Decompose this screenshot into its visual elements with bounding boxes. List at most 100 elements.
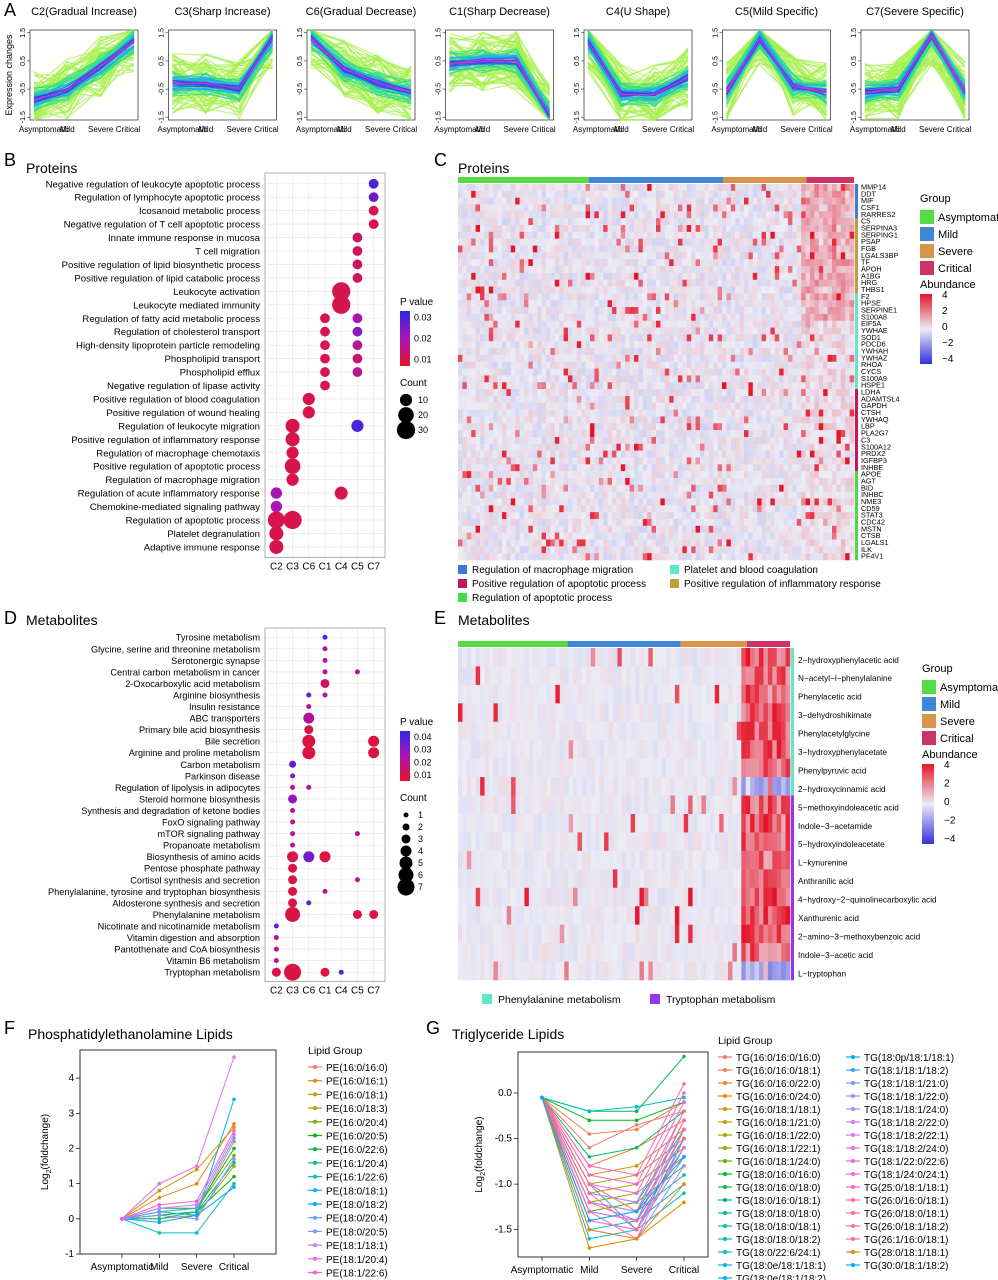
heatmap-cell xyxy=(779,354,784,363)
heatmap-cell xyxy=(634,389,639,397)
heatmap-cell xyxy=(502,423,507,431)
heatmap-cell xyxy=(783,272,789,281)
heatmap-cell xyxy=(620,457,626,465)
heatmap-cell xyxy=(502,382,507,390)
heatmap-cell xyxy=(726,402,732,410)
heatmap-cell xyxy=(669,341,674,349)
heatmap-cell xyxy=(656,443,661,451)
heatmap-cell xyxy=(678,402,683,410)
heatmap-cell xyxy=(827,190,833,198)
heatmap-cell xyxy=(466,409,472,417)
heatmap-cell xyxy=(656,382,661,390)
heatmap-cell xyxy=(607,238,613,246)
heatmap-cell xyxy=(779,245,784,253)
heatmap-cell xyxy=(805,184,811,192)
heatmap-cell xyxy=(568,395,573,404)
heatmap-cell xyxy=(493,471,498,479)
heatmap-cell xyxy=(722,286,727,294)
xtick-label: Severe xyxy=(365,125,391,134)
heatmap-cell xyxy=(585,300,591,308)
heatmap-cell xyxy=(647,259,652,267)
heatmap-cell xyxy=(603,464,608,472)
heatmap-cell xyxy=(704,231,710,239)
heatmap-cell xyxy=(664,327,670,335)
heatmap-cell xyxy=(590,190,595,198)
heatmap-cell xyxy=(537,477,542,486)
xtick-label: Severe xyxy=(919,125,945,134)
heatmap-cell xyxy=(572,334,578,342)
heatmap-cell xyxy=(488,395,494,404)
heatmap-cell xyxy=(581,354,586,363)
heatmap-cell xyxy=(801,361,806,369)
heatmap-cell xyxy=(554,464,560,472)
heatmap-cell xyxy=(625,252,630,260)
heatmap-cell xyxy=(664,334,670,342)
ytick-label: 0.5 xyxy=(436,56,443,66)
heatmap-cell xyxy=(471,197,476,205)
enrichment-dot xyxy=(352,232,363,243)
heatmap-cell xyxy=(541,354,547,363)
heatmap-cell xyxy=(537,238,542,246)
heatmap-cell xyxy=(488,334,494,342)
heatmap-cell xyxy=(840,457,846,465)
heatmap-cell xyxy=(634,382,639,390)
heatmap-cell xyxy=(673,395,679,404)
heatmap-cell xyxy=(766,423,771,431)
heatmap-cell xyxy=(638,430,644,438)
enrichment-dot xyxy=(283,510,302,530)
heatmap-cell xyxy=(475,313,481,322)
heatmap-cell xyxy=(766,307,771,315)
heatmap-cell xyxy=(634,450,639,458)
heatmap-cell xyxy=(647,313,652,322)
heatmap-cell xyxy=(774,204,780,212)
heatmap-cell xyxy=(845,416,850,424)
heatmap-cell xyxy=(656,334,661,342)
heatmap-cell xyxy=(748,375,754,383)
heatmap-cell xyxy=(625,443,630,451)
heatmap-cell xyxy=(620,443,626,451)
heatmap-cell xyxy=(537,471,542,479)
heatmap-cell xyxy=(594,477,600,486)
heatmap-cell xyxy=(519,300,525,308)
heatmap-cell xyxy=(466,279,472,287)
heatmap-cell xyxy=(484,211,490,219)
heatmap-cell xyxy=(603,307,608,315)
heatmap-cell xyxy=(673,320,679,328)
xtick-C4: C4 xyxy=(335,562,348,573)
heatmap-cell xyxy=(774,313,780,322)
heatmap-cell xyxy=(669,307,674,315)
heatmap-cell xyxy=(480,354,485,363)
heatmap-cell xyxy=(849,245,855,253)
heatmap-cell xyxy=(673,361,679,369)
heatmap-cell xyxy=(576,389,582,397)
heatmap-cell xyxy=(576,450,582,458)
heatmap-cell xyxy=(678,409,683,417)
heatmap-cell xyxy=(541,348,547,356)
heatmap-cell xyxy=(726,307,732,315)
heatmap-cell xyxy=(700,368,705,376)
heatmap-cell xyxy=(664,197,670,205)
heatmap-cell xyxy=(664,266,670,274)
heatmap-cell xyxy=(783,457,789,465)
heatmap-cell xyxy=(779,266,784,274)
heatmap-cell xyxy=(563,286,569,294)
heatmap-cell xyxy=(713,457,718,465)
heatmap-cell xyxy=(757,361,762,369)
heatmap-cell xyxy=(788,389,793,397)
heatmap-cell xyxy=(678,430,683,438)
heatmap-cell xyxy=(554,286,560,294)
heatmap-cell xyxy=(537,204,542,212)
heatmap-cell xyxy=(585,402,591,410)
heatmap-cell xyxy=(532,430,538,438)
heatmap-cell xyxy=(845,218,850,226)
heatmap-cell xyxy=(686,204,692,212)
heatmap-cell xyxy=(704,197,710,205)
heatmap-cell xyxy=(730,382,736,390)
heatmap-cell xyxy=(541,184,547,192)
heatmap-cell xyxy=(717,252,723,260)
heatmap-cell xyxy=(638,361,644,369)
heatmap-cell xyxy=(656,389,661,397)
heatmap-cell xyxy=(810,293,815,301)
heatmap-cell xyxy=(832,286,837,294)
heatmap-cell xyxy=(766,320,771,328)
